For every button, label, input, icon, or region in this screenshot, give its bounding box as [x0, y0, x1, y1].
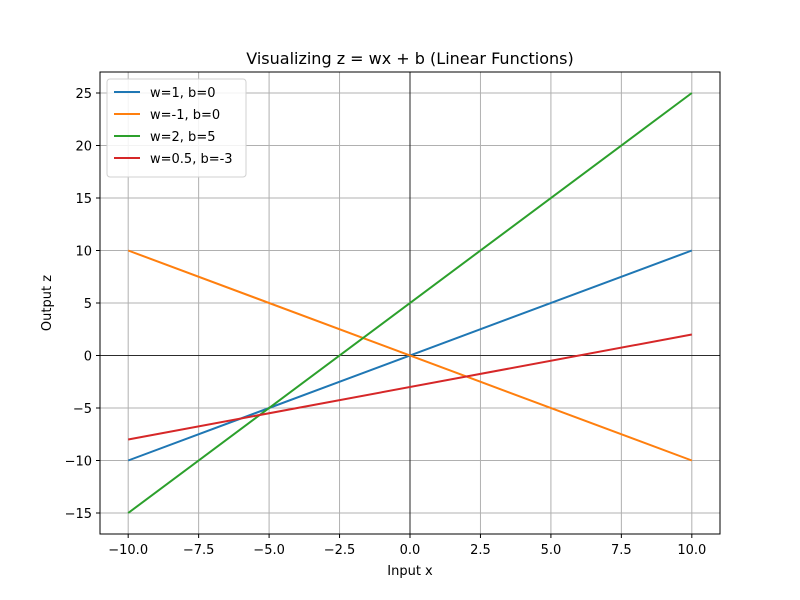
- x-tick-label: −2.5: [324, 543, 356, 558]
- y-tick-label: 10: [75, 245, 92, 260]
- y-tick-label: 15: [75, 192, 92, 207]
- y-tick-label: 25: [75, 87, 92, 102]
- x-axis-label: Input x: [387, 564, 433, 579]
- legend-label: w=-1, b=0: [150, 108, 220, 123]
- x-axis-ticks: −10.0 −7.5 −5.0 −2.5 0.0 2.5 5.0 7.5 10.0: [108, 534, 706, 558]
- x-tick-label: −10.0: [108, 543, 148, 558]
- legend-label: w=0.5, b=-3: [150, 152, 233, 167]
- series-line: [127, 92, 693, 514]
- chart-title: Visualizing z = wx + b (Linear Functions…: [246, 49, 573, 68]
- legend-box: [106, 78, 247, 178]
- legend-label: w=2, b=5: [150, 130, 215, 145]
- x-tick-label: 2.5: [470, 543, 491, 558]
- y-tick-label: −15: [65, 507, 92, 522]
- legend: w=1, b=0 w=-1, b=0 w=2, b=5 w=0.5, b=-3: [106, 78, 247, 178]
- x-tick-label: −7.5: [183, 543, 215, 558]
- y-tick-label: −5: [73, 402, 92, 417]
- y-axis-label: Output z: [40, 275, 55, 331]
- x-tick-label: 7.5: [611, 543, 632, 558]
- x-tick-label: −5.0: [253, 543, 285, 558]
- y-axis-ticks: −15 −10 −5 0 5 10 15 20 25: [65, 87, 100, 522]
- y-tick-label: 5: [84, 297, 92, 312]
- x-tick-label: 10.0: [677, 543, 706, 558]
- y-tick-label: 0: [84, 350, 92, 365]
- x-tick-label: 5.0: [541, 543, 562, 558]
- legend-label: w=1, b=0: [150, 86, 215, 101]
- x-tick-label: 0.0: [400, 543, 421, 558]
- series-line: [127, 333, 693, 441]
- series-line: [127, 249, 693, 462]
- series-lines: [127, 92, 693, 514]
- y-tick-label: 20: [75, 140, 92, 155]
- y-tick-label: −10: [65, 455, 92, 470]
